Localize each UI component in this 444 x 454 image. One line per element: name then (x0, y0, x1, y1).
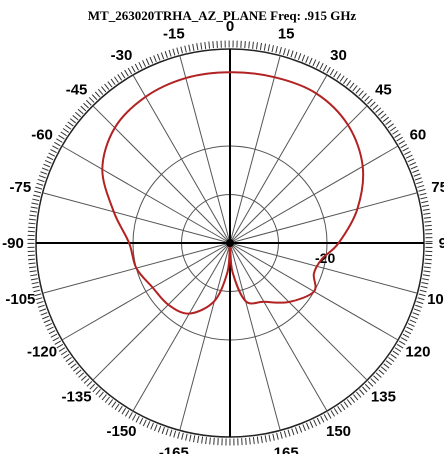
angle-tick-label: -30 (111, 47, 133, 64)
angle-tick-label: -150 (106, 423, 136, 440)
angle-tick-label: 30 (330, 47, 347, 64)
grid-spoke (61, 242, 231, 341)
grid-spoke (229, 74, 328, 244)
angle-tick-label: -90 (2, 235, 24, 252)
angle-tick-label: 120 (405, 344, 430, 361)
angle-tick-label: -105 (5, 291, 35, 308)
angle-tick-label: 75 (431, 179, 444, 196)
angle-tick-label: 0 (226, 18, 234, 35)
grid-spoke (229, 105, 368, 244)
angle-tick-label: -165 (159, 445, 189, 454)
grid-spoke (61, 145, 231, 244)
grid-spoke (229, 242, 328, 412)
grid-spoke (229, 192, 418, 244)
angle-tick-label: -60 (31, 127, 53, 144)
center-point (226, 239, 234, 247)
grid-spoke (229, 145, 399, 244)
angle-tick-label: -135 (62, 388, 92, 405)
grid-spoke (132, 74, 231, 244)
chart-title: MT_263020TRHA_AZ_PLANE Freq: .915 GHz (87, 8, 357, 23)
grid-spoke (132, 242, 231, 412)
grid-spoke (92, 242, 231, 381)
angle-tick-label: -120 (27, 344, 57, 361)
angle-tick-label: 165 (274, 445, 299, 454)
grid-spoke (229, 55, 281, 244)
angle-tick-label: 150 (326, 423, 351, 440)
angle-tick-label: 105 (427, 291, 444, 308)
angle-tick-label: 15 (278, 25, 295, 42)
angle-tick-label: 45 (375, 82, 392, 99)
grid-spoke (92, 105, 231, 244)
grid-spoke (179, 242, 231, 431)
outer-tick-ring (27, 40, 433, 446)
grid-spoke (229, 242, 368, 381)
angle-tick-label: 180 (217, 452, 242, 454)
grid-spoke (179, 55, 231, 244)
radiation-pattern-line (101, 71, 365, 315)
grid-spoke (229, 242, 418, 294)
grid-spoke (229, 242, 281, 431)
grid-spoke (42, 192, 231, 244)
angle-tick-label: -45 (66, 82, 88, 99)
angle-tick-label: -15 (163, 25, 185, 42)
angle-tick-label: 135 (371, 388, 396, 405)
angle-tick-label: 90 (439, 235, 444, 252)
angle-tick-label: 60 (410, 127, 427, 144)
angle-tick-label: -75 (10, 179, 32, 196)
